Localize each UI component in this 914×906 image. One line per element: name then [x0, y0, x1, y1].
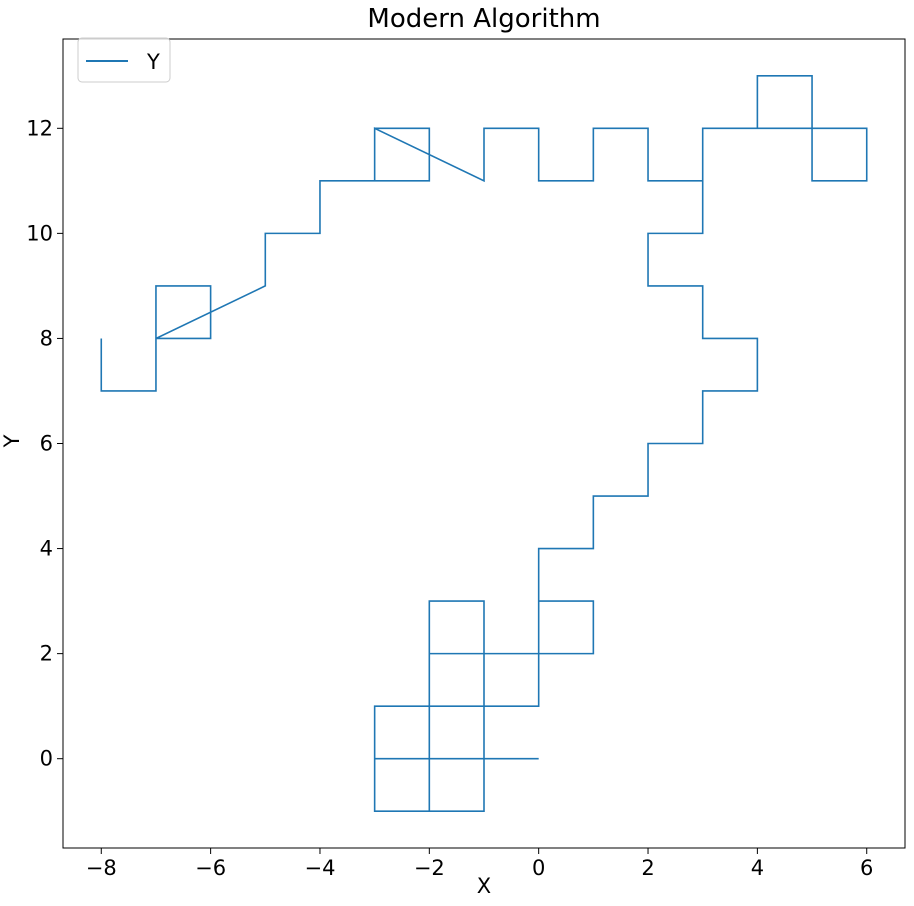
legend-label: Y — [146, 50, 160, 74]
y-tick-label: 0 — [40, 747, 53, 771]
series-line-y — [100, 74, 868, 813]
y-axis-ticks: 0 2 4 6 8 10 12 — [26, 116, 63, 771]
x-tick-label: −4 — [304, 856, 335, 880]
y-tick-label: 4 — [40, 537, 53, 561]
y-tick-label: 10 — [26, 221, 53, 245]
y-tick-label: 2 — [40, 642, 53, 666]
x-tick-label: −2 — [414, 856, 445, 880]
y-axis-title: Y — [0, 434, 24, 448]
legend: Y — [77, 37, 171, 83]
x-tick-label: −8 — [86, 856, 117, 880]
series-layer — [100, 74, 868, 813]
x-tick-label: 0 — [532, 856, 545, 880]
y-tick-label: 6 — [40, 432, 53, 456]
x-tick-label: −6 — [195, 856, 226, 880]
x-axis-ticks: −8 −6 −4 −2 0 2 4 6 — [86, 848, 873, 880]
y-tick-label: 12 — [26, 116, 53, 140]
x-tick-label: 2 — [641, 856, 654, 880]
x-tick-label: 4 — [751, 856, 764, 880]
chart-title: Modern Algorithm — [367, 4, 600, 34]
y-tick-label: 8 — [40, 326, 53, 350]
x-axis-title: X — [477, 874, 491, 898]
x-tick-label: 6 — [860, 856, 873, 880]
